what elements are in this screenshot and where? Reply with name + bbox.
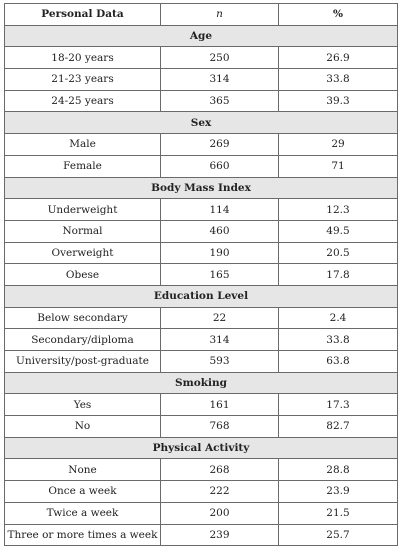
row-percent: 21.5 [278, 501, 398, 525]
row-count: 460 [160, 219, 279, 243]
row-label: Normal [4, 219, 161, 243]
row-label: None [4, 458, 161, 482]
row-label: 21-23 years [4, 68, 161, 91]
row-percent: 33.8 [278, 68, 398, 91]
row-label: Yes [4, 393, 161, 417]
row-count: 161 [160, 393, 279, 417]
table-row: Obese 165 17.8 [4, 263, 398, 286]
table-row: Secondary/diploma 314 33.8 [4, 328, 398, 351]
table-row: None 268 28.8 [4, 458, 398, 482]
table-body: Age 18-20 years 250 26.9 21-23 years 314 33.8 2… [4, 24, 398, 547]
row-percent: 17.3 [278, 393, 398, 417]
row-label: Female [4, 154, 161, 178]
row-count: 114 [160, 198, 279, 221]
row-label: Twice a week [4, 501, 161, 525]
row-label: Three or more times a week [4, 523, 161, 547]
row-label: University/post-graduate [4, 350, 161, 373]
row-count: 768 [160, 415, 279, 438]
row-count: 314 [160, 68, 279, 91]
row-count: 365 [160, 89, 279, 113]
row-label: Overweight [4, 241, 161, 265]
section-header-row: Sex [4, 111, 398, 135]
row-percent: 23.9 [278, 480, 398, 503]
table-row: Male 269 29 [4, 133, 398, 156]
row-label: Secondary/diploma [4, 328, 161, 351]
row-count: 239 [160, 523, 279, 547]
section-title: Education Level [4, 284, 398, 308]
row-percent: 2.4 [278, 306, 398, 330]
row-label: Male [4, 133, 161, 156]
row-percent: 12.3 [278, 198, 398, 221]
row-percent: 71 [278, 154, 398, 178]
row-count: 200 [160, 501, 279, 525]
row-label: Underweight [4, 198, 161, 221]
table-row: No 768 82.7 [4, 415, 398, 438]
table-row: 18-20 years 250 26.9 [4, 46, 398, 70]
table-row: Overweight 190 20.5 [4, 241, 398, 265]
table-row: Normal 460 49.5 [4, 219, 398, 243]
section-title: Smoking [4, 371, 398, 395]
header-n: n [160, 3, 279, 26]
row-label: Once a week [4, 480, 161, 503]
row-label: Obese [4, 263, 161, 286]
section-header-row: Education Level [4, 284, 398, 308]
row-label: Below secondary [4, 306, 161, 330]
row-label: 24-25 years [4, 89, 161, 113]
row-count: 593 [160, 350, 279, 373]
section-header-row: Age [4, 24, 398, 48]
row-percent: 82.7 [278, 415, 398, 438]
table-row: 24-25 years 365 39.3 [4, 89, 398, 113]
section-title: Sex [4, 111, 398, 135]
row-count: 222 [160, 480, 279, 503]
table-row: Below secondary 22 2.4 [4, 306, 398, 330]
table-row: Underweight 114 12.3 [4, 198, 398, 221]
row-label: 18-20 years [4, 46, 161, 70]
row-percent: 29 [278, 133, 398, 156]
table-row: Twice a week 200 21.5 [4, 501, 398, 525]
row-count: 268 [160, 458, 279, 482]
row-percent: 25.7 [278, 523, 398, 547]
section-title: Age [4, 24, 398, 48]
table-row: Yes 161 17.3 [4, 393, 398, 417]
row-percent: 17.8 [278, 263, 398, 286]
section-title: Physical Activity [4, 436, 398, 460]
section-title: Body Mass Index [4, 176, 398, 200]
section-header-row: Physical Activity [4, 436, 398, 460]
section-header-row: Body Mass Index [4, 176, 398, 200]
row-percent: 26.9 [278, 46, 398, 70]
header-percent: % [278, 3, 398, 26]
row-count: 269 [160, 133, 279, 156]
header-row: Personal Data n % [4, 3, 398, 26]
personal-data-table: Personal Data n % Age 18-20 years 250 26.9 2… [4, 3, 398, 547]
row-count: 660 [160, 154, 279, 178]
table-row: Three or more times a week 239 25.7 [4, 523, 398, 547]
row-count: 314 [160, 328, 279, 351]
row-percent: 49.5 [278, 219, 398, 243]
row-count: 190 [160, 241, 279, 265]
header-personal-data: Personal Data [4, 3, 161, 26]
row-percent: 28.8 [278, 458, 398, 482]
row-label: No [4, 415, 161, 438]
row-percent: 20.5 [278, 241, 398, 265]
section-header-row: Smoking [4, 371, 398, 395]
row-percent: 39.3 [278, 89, 398, 113]
row-percent: 33.8 [278, 328, 398, 351]
table-row: University/post-graduate 593 63.8 [4, 350, 398, 373]
row-percent: 63.8 [278, 350, 398, 373]
table-row: 21-23 years 314 33.8 [4, 68, 398, 91]
row-count: 250 [160, 46, 279, 70]
row-count: 165 [160, 263, 279, 286]
table-row: Female 660 71 [4, 154, 398, 178]
row-count: 22 [160, 306, 279, 330]
table-row: Once a week 222 23.9 [4, 480, 398, 503]
